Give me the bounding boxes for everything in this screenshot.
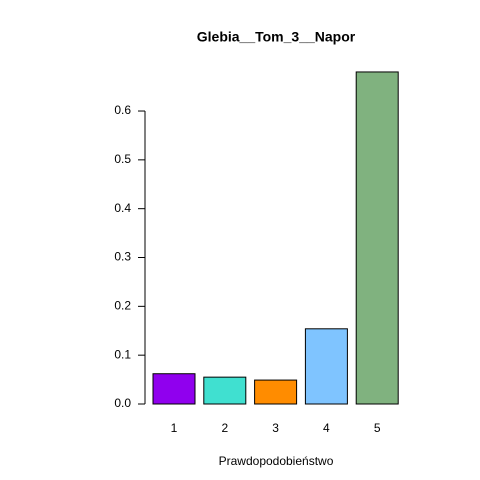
y-tick-label: 0.5 (114, 152, 131, 166)
x-tick-label: 3 (272, 421, 279, 435)
x-axis-label: Prawdopodobieństwo (219, 454, 334, 468)
y-tick-label: 0.2 (114, 299, 131, 313)
y-tick-label: 0.6 (114, 103, 131, 117)
bar (304, 328, 348, 405)
x-tick-label: 2 (221, 421, 228, 435)
y-tick-label: 0.3 (114, 250, 131, 264)
bar (254, 379, 298, 405)
y-tick-label: 0.0 (114, 396, 131, 410)
x-tick-label: 5 (374, 421, 381, 435)
y-tick-label: 0.4 (114, 201, 131, 215)
bar (152, 373, 196, 405)
x-tick-label: 4 (323, 421, 330, 435)
chart-title: Glebia__Tom_3__Napor (197, 29, 356, 45)
y-tick-label: 0.1 (114, 347, 131, 361)
bar (203, 376, 247, 405)
x-tick-label: 1 (171, 421, 178, 435)
bar (355, 71, 399, 405)
